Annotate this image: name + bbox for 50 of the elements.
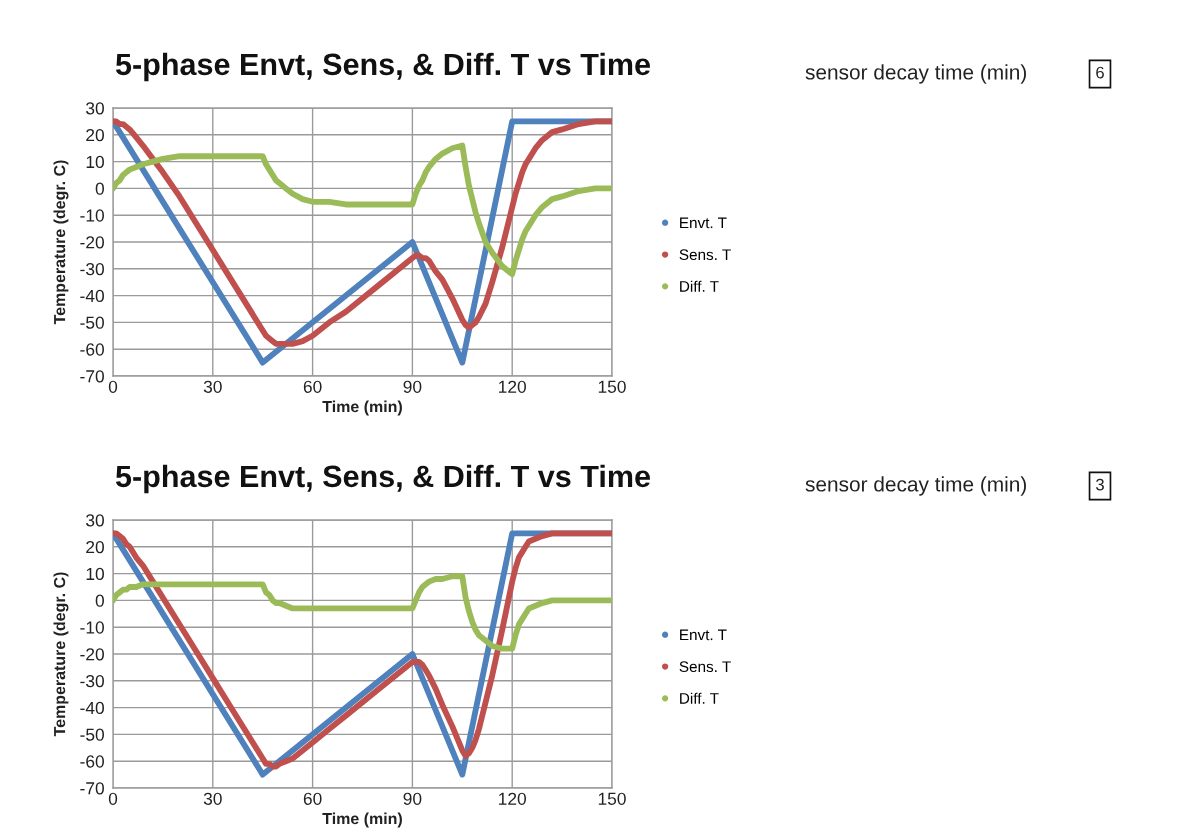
legend-label: Diff. T [680, 280, 719, 292]
y-tick-label: 30 [86, 102, 104, 115]
y-tick-label: 20 [86, 540, 104, 554]
x-tick-label: 0 [108, 380, 118, 393]
legend-label: Diff. T [680, 692, 719, 704]
chart-title: 5-phase Envt, Sens, & Diff. T vs Time [115, 464, 650, 494]
y-tick-label: 20 [86, 128, 104, 142]
y-tick-label: 0 [95, 594, 104, 607]
x-tick-label: 90 [403, 380, 422, 393]
x-tick-label: 30 [203, 792, 222, 805]
y-tick-label: 10 [86, 567, 104, 581]
x-tick-label: 150 [598, 792, 626, 805]
y-tick-label: -60 [80, 343, 104, 356]
legend-label: Sens. T [679, 661, 731, 673]
x-tick-label: 90 [403, 792, 422, 805]
y-tick-label: -30 [80, 674, 104, 688]
legend-label: Envt. T [680, 217, 727, 229]
y-tick-label: -70 [80, 370, 104, 383]
y-tick-label: -30 [80, 262, 104, 276]
y-tick-label: -20 [80, 236, 104, 249]
x-tick-label: 150 [598, 380, 626, 393]
chart-title: 5-phase Envt, Sens, & Diff. T vs Time [115, 52, 650, 82]
text: sensor decay time (min) [805, 64, 1026, 84]
x-tick-label: 60 [303, 792, 322, 805]
y-tick-label: 30 [86, 514, 104, 527]
y-tick-label: -10 [80, 209, 104, 222]
x-tick-label: 120 [499, 380, 527, 393]
y-tick-label: -70 [80, 782, 104, 795]
legend-label: Sens. T [679, 249, 731, 261]
y-tick-label: -50 [80, 316, 104, 329]
y-tick-label: -40 [80, 289, 104, 303]
x-axis-title: Time (min) [322, 812, 402, 828]
text: 3 [1096, 478, 1104, 491]
text: 6 [1096, 66, 1104, 79]
y-axis-title: Temperature (degr. C) [53, 160, 69, 325]
legend-label: Envt. T [680, 629, 727, 641]
y-axis-title: Temperature (degr. C) [53, 572, 69, 737]
y-tick-label: 10 [86, 155, 104, 169]
y-tick-label: -60 [80, 755, 104, 768]
y-tick-label: 0 [95, 182, 104, 195]
text: sensor decay time (min) [805, 476, 1026, 496]
x-tick-label: 30 [203, 380, 222, 393]
x-tick-label: 120 [499, 792, 527, 805]
x-tick-label: 60 [303, 380, 322, 393]
y-tick-label: -10 [80, 621, 104, 634]
y-tick-label: -40 [80, 701, 104, 715]
x-tick-label: 0 [108, 792, 118, 805]
y-tick-label: -20 [80, 648, 104, 661]
x-axis-title: Time (min) [322, 400, 402, 416]
y-tick-label: -50 [80, 728, 104, 741]
